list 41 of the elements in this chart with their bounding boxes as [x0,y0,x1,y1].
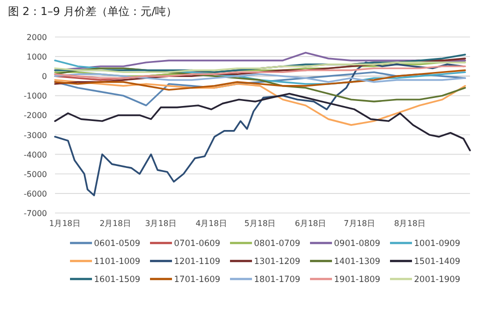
legend-label: 0901-0809 [334,239,380,249]
x-tick-label: 1月18日 [49,219,80,228]
y-tick-label: -5000 [24,170,47,179]
chart-title: 图 2：1–9 月价差（单位：元/吨） [8,5,178,18]
y-tick-label: 0 [42,72,47,82]
x-tick-label: 8月18日 [394,219,426,228]
line-series [54,69,466,91]
x-tick-label: 7月18日 [344,219,375,228]
legend-label: 1701-1609 [174,275,220,285]
line-series [54,62,464,196]
legend-label: 1501-1409 [414,257,460,267]
legend-label: 0601-0509 [94,239,140,249]
legend-label: 1801-1709 [254,275,300,285]
y-tick-label: -1000 [24,92,47,101]
x-tick-label: 5月18日 [244,219,276,228]
y-tick-label: -7000 [24,209,47,218]
y-tick-label: 1000 [26,52,47,62]
legend-label: 1601-1509 [94,275,140,285]
line-series [54,65,466,79]
line-series [54,92,471,152]
y-tick-label: -6000 [24,189,47,198]
legend-label: 1901-1809 [334,275,380,285]
legend-label: 0801-0709 [254,239,300,249]
legend-label: 1401-1309 [334,257,380,267]
x-tick-label: 3月18日 [145,219,176,228]
x-tick-label: 2月18日 [100,219,131,228]
y-tick-label: 2000 [26,33,47,42]
legend-label: 1001-0909 [414,239,460,249]
x-tick-label: 4月18日 [196,219,227,228]
legend-label: 1301-1209 [254,257,300,267]
legend-label: 0701-0609 [174,239,220,249]
legend-label: 1101-1009 [94,257,140,267]
x-tick-label: 6月18日 [294,219,326,228]
legend-label: 2001-1909 [414,275,460,285]
line-series [54,79,466,126]
line-series [54,73,466,83]
legend-label: 1201-1109 [174,257,220,267]
y-tick-label: -2000 [24,111,47,120]
y-tick-label: -3000 [24,130,47,140]
y-tick-label: -4000 [24,150,47,160]
line-series [54,62,466,74]
